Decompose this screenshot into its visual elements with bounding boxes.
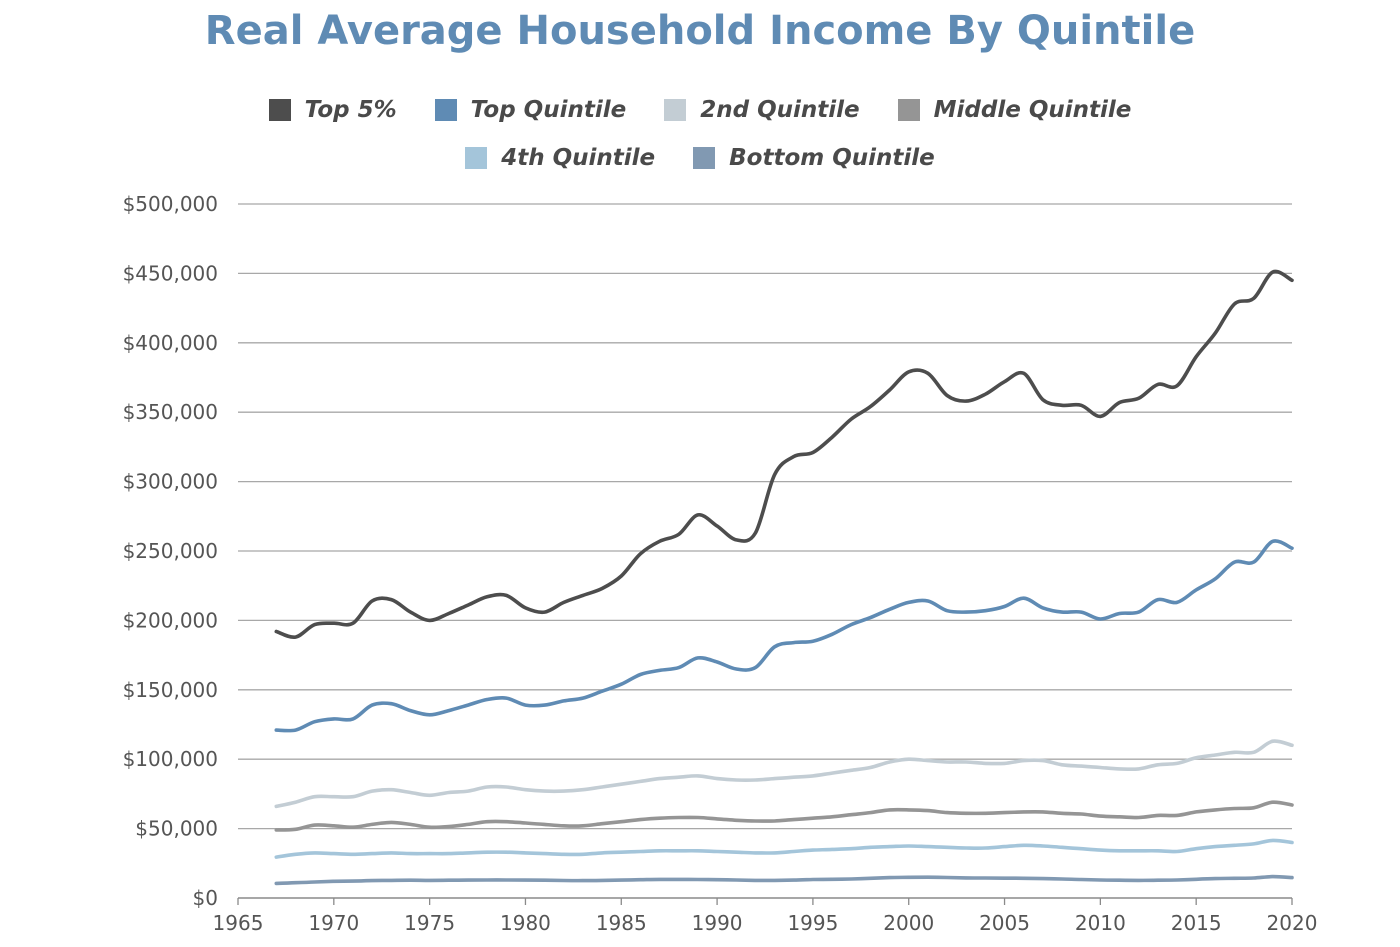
x-tick-label: 2005 bbox=[979, 911, 1030, 935]
legend-label-top-5: Top 5% bbox=[304, 97, 397, 123]
y-tick-label: $50,000 bbox=[135, 817, 218, 841]
y-tick-label: $100,000 bbox=[123, 747, 218, 771]
x-tick-label: 2020 bbox=[1267, 911, 1318, 935]
y-tick-label: $250,000 bbox=[123, 539, 218, 563]
series-lines bbox=[274, 269, 1294, 886]
series-line-top-5[interactable] bbox=[274, 269, 1294, 640]
legend-item-top-quintile[interactable]: Top Quintile bbox=[434, 97, 627, 123]
legend-item-bottom-quintile[interactable]: Bottom Quintile bbox=[693, 145, 935, 171]
chart-title: Real Average Household Income By Quintil… bbox=[204, 8, 1196, 54]
y-tick-label: $0 bbox=[193, 886, 218, 910]
x-tick-label: 2000 bbox=[883, 911, 934, 935]
series-line-bottom-quintile[interactable] bbox=[274, 874, 1294, 886]
legend-item-top-5[interactable]: Top 5% bbox=[268, 97, 397, 123]
legend-swatch-top-quintile bbox=[434, 99, 457, 121]
legend-label-bottom-quintile: Bottom Quintile bbox=[729, 145, 935, 171]
y-tick-label: $200,000 bbox=[123, 608, 218, 632]
series-line-4th-quintile[interactable] bbox=[274, 838, 1294, 859]
legend-swatch-top-5 bbox=[268, 99, 291, 121]
y-tick-label: $300,000 bbox=[123, 470, 218, 494]
x-tick-label: 1990 bbox=[692, 911, 743, 935]
y-tick-label: $150,000 bbox=[123, 678, 218, 702]
legend-label-top-quintile: Top Quintile bbox=[470, 97, 627, 123]
legend-item-4th-quintile[interactable]: 4th Quintile bbox=[465, 145, 655, 171]
x-tick-label: 1970 bbox=[308, 911, 359, 935]
x-tick-label: 1980 bbox=[500, 911, 551, 935]
x-tick-label: 1965 bbox=[213, 911, 264, 935]
legend-swatch-4th-quintile bbox=[465, 147, 488, 169]
y-tick-label: $500,000 bbox=[123, 192, 218, 216]
x-tick-label: 1975 bbox=[404, 911, 455, 935]
legend-label-middle-quintile: Middle Quintile bbox=[933, 97, 1132, 123]
series-line-2nd-quintile[interactable] bbox=[274, 739, 1294, 809]
x-tick-label: 2010 bbox=[1075, 911, 1126, 935]
legend-item-2nd-quintile[interactable]: 2nd Quintile bbox=[664, 97, 860, 123]
x-tick-label: 1985 bbox=[596, 911, 647, 935]
x-tick-label: 2015 bbox=[1171, 911, 1222, 935]
legend-row-1: Top 5% Top Quintile 2nd Quintile Middle … bbox=[0, 97, 1400, 123]
legend-label-4th-quintile: 4th Quintile bbox=[501, 145, 656, 171]
legend-swatch-middle-quintile bbox=[897, 99, 920, 121]
legend-label-2nd-quintile: 2nd Quintile bbox=[700, 97, 860, 123]
y-tick-label: $400,000 bbox=[123, 331, 218, 355]
series-line-top-quintile[interactable] bbox=[274, 539, 1294, 733]
legend-item-middle-quintile[interactable]: Middle Quintile bbox=[897, 97, 1132, 123]
legend-swatch-2nd-quintile bbox=[664, 99, 687, 121]
y-tick-label: $350,000 bbox=[123, 400, 218, 424]
y-tick-label: $450,000 bbox=[123, 261, 218, 285]
axes: $0 $50,000 $100,000 $150,000 $200,000 $250,00… bbox=[123, 192, 1318, 935]
x-tick-label: 1995 bbox=[787, 911, 838, 935]
legend-row-2: 4th Quintile Bottom Quintile bbox=[0, 145, 1400, 171]
series-line-middle-quintile[interactable] bbox=[274, 800, 1294, 832]
gridlines bbox=[238, 203, 1292, 899]
legend-swatch-bottom-quintile bbox=[693, 147, 716, 169]
